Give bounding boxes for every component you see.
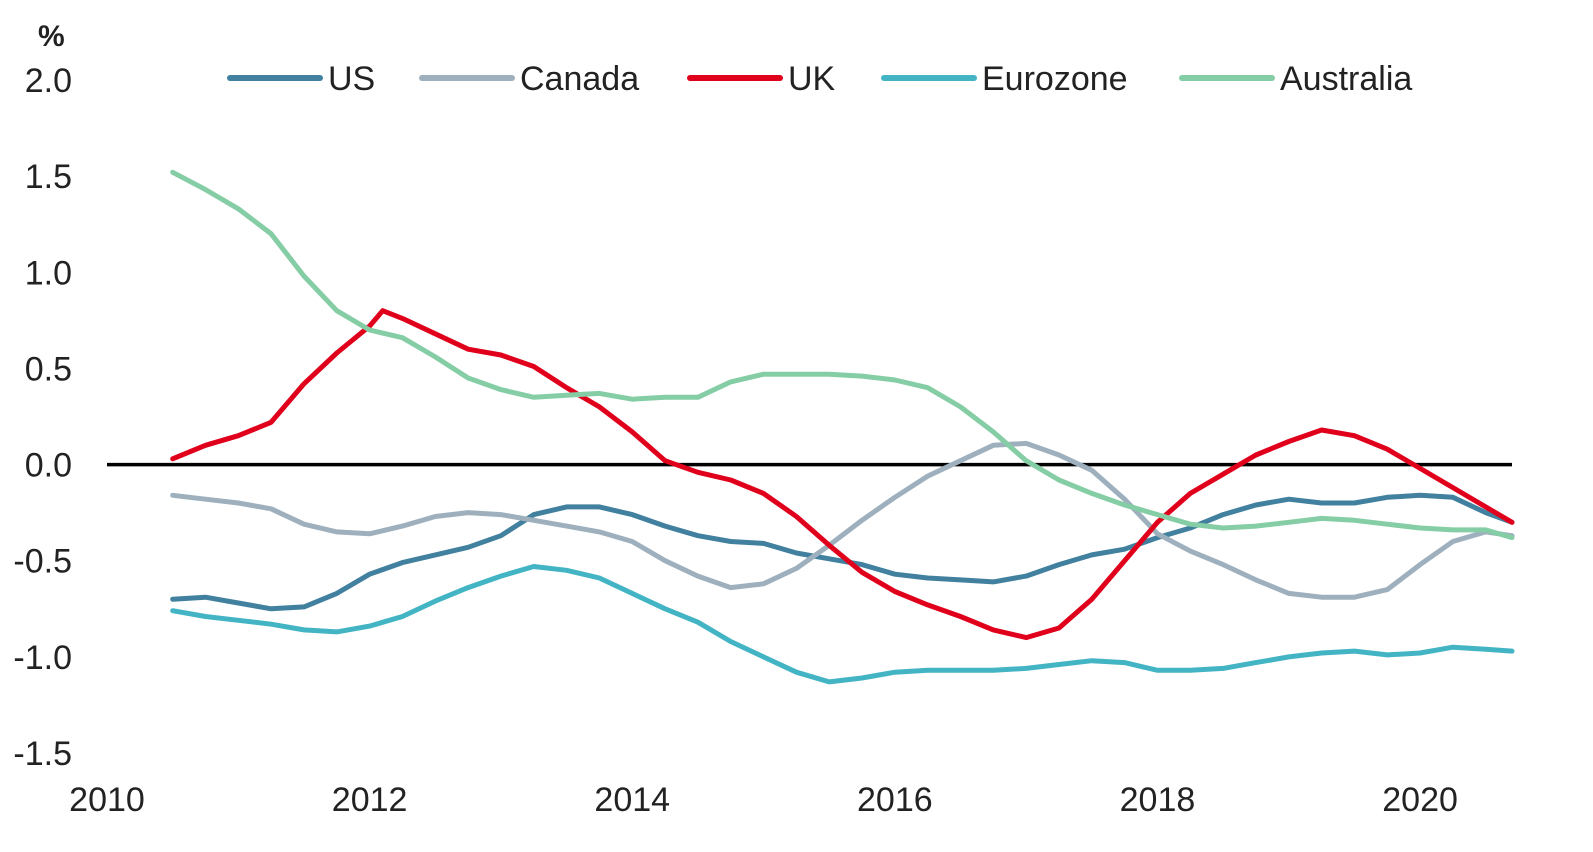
legend-label-canada: Canada <box>520 60 639 98</box>
y-tick-label: -1.5 <box>13 735 72 773</box>
y-tick-label: 1.5 <box>25 158 72 196</box>
y-tick-label: -1.0 <box>13 639 72 677</box>
y-tick-label: 2.0 <box>25 62 72 100</box>
y-tick-label: 0.5 <box>25 350 72 388</box>
x-tick-label: 2020 <box>1382 781 1458 819</box>
series-lines <box>170 169 1515 685</box>
x-tick-label: 2018 <box>1120 781 1196 819</box>
series-line-uk <box>170 308 1515 641</box>
y-axis-ticks: 2.0 1.5 1.0 0.5 0.0 -0.5 -1.0 -1.5 <box>13 62 72 773</box>
y-tick-label: 0.0 <box>25 447 72 485</box>
x-tick-label: 2010 <box>69 781 145 819</box>
series-line-australia <box>170 169 1515 541</box>
y-tick-label: 1.0 <box>25 254 72 292</box>
legend-label-eurozone: Eurozone <box>982 60 1128 98</box>
y-axis-unit-label: % <box>38 20 65 53</box>
x-tick-label: 2016 <box>857 781 933 819</box>
x-tick-label: 2012 <box>332 781 408 819</box>
x-tick-label: 2014 <box>594 781 670 819</box>
legend: US Canada UK Eurozone Australia <box>227 60 1412 98</box>
x-axis-ticks: 2010 2012 2014 2016 2018 2020 <box>69 781 1458 819</box>
legend-label-us: US <box>328 60 375 98</box>
legend-label-uk: UK <box>788 60 836 98</box>
y-tick-label: -0.5 <box>13 543 72 581</box>
series-line-us <box>170 492 1515 612</box>
series-line-eurozone <box>170 564 1515 685</box>
legend-label-australia: Australia <box>1280 60 1412 98</box>
series-line-canada <box>170 440 1515 600</box>
